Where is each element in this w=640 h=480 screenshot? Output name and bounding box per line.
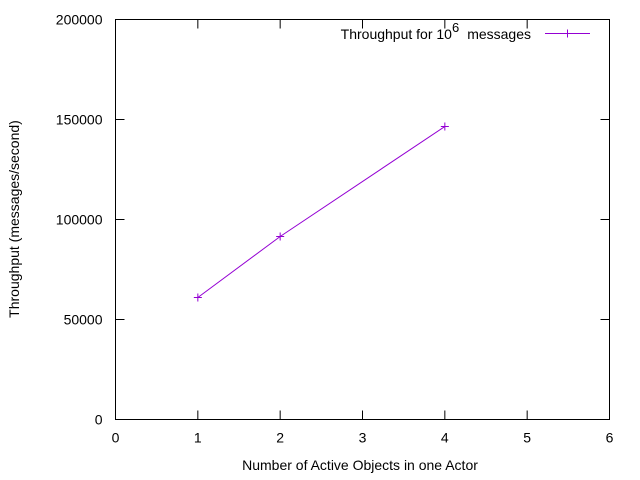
legend-marker	[563, 29, 572, 38]
x-tick-label: 1	[194, 430, 202, 446]
series-layer	[193, 122, 449, 302]
y-tick-label: 100000	[56, 212, 103, 228]
tick-labels: 0 1 2 3 4 5 6 0 50000 100000 150000 200000	[56, 12, 614, 446]
legend-label: Throughput for 106 messages	[341, 20, 531, 42]
legend-label-suffix: messages	[467, 26, 531, 42]
y-tick-label: 200000	[56, 12, 103, 28]
x-tick-label: 5	[523, 430, 531, 446]
legend-label-prefix: Throughput for 10	[341, 26, 453, 42]
series-line	[197, 126, 446, 298]
legend: Throughput for 106 messages	[341, 20, 590, 42]
y-axis-title: Throughput (messages/second)	[6, 120, 22, 318]
data-point-marker	[440, 122, 449, 131]
data-point-marker	[276, 232, 285, 241]
x-tick-label: 6	[606, 430, 614, 446]
x-tick-label: 0	[112, 430, 120, 446]
axis-ticks	[115, 19, 610, 420]
plot-frame	[115, 19, 610, 420]
x-tick-label: 3	[359, 430, 367, 446]
x-tick-label: 2	[276, 430, 284, 446]
y-tick-label: 150000	[56, 112, 103, 128]
legend-label-exponent: 6	[452, 20, 459, 35]
x-axis-title: Number of Active Objects in one Actor	[242, 457, 478, 473]
x-tick-label: 4	[441, 430, 449, 446]
y-tick-label: 0	[95, 412, 103, 428]
data-point-marker	[193, 293, 202, 302]
y-tick-label: 50000	[64, 312, 103, 328]
